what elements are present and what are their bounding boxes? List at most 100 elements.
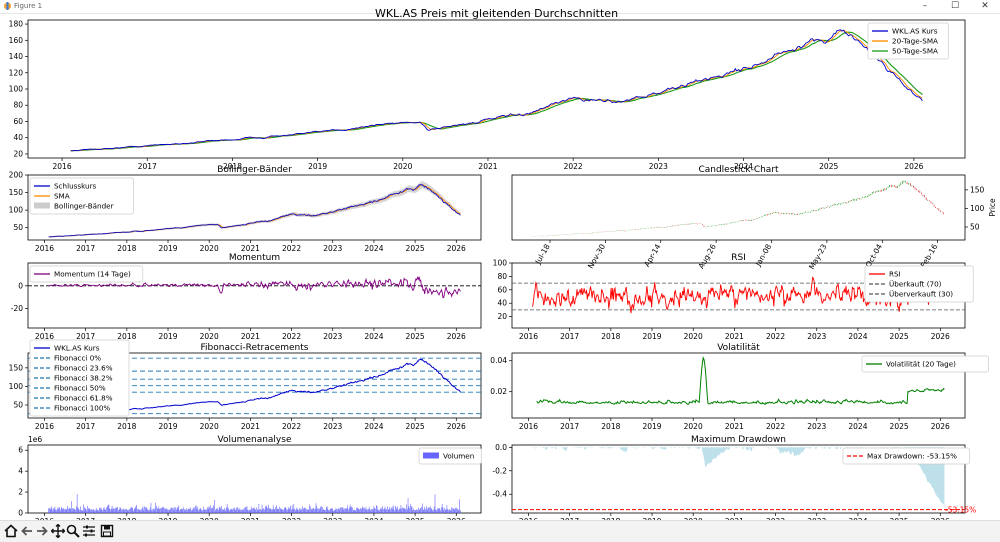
legend-label: Fibonacci 0% xyxy=(54,354,101,363)
y-tick-label: 100 xyxy=(970,204,985,213)
x-tick-label: Jan-08 xyxy=(753,242,773,268)
x-tick-label: 2021 xyxy=(241,422,260,431)
y-tick-label: 80 xyxy=(497,272,507,281)
x-tick-label: 2024 xyxy=(734,162,753,171)
x-tick-label: 2025 xyxy=(406,244,425,253)
chart-title: Volumenanalyse xyxy=(218,435,292,445)
legend-label: Fibonacci 50% xyxy=(54,384,106,393)
x-tick-label: 2023 xyxy=(807,422,826,431)
bollinger-close-line xyxy=(48,184,461,238)
configure-icon[interactable] xyxy=(82,524,96,538)
x-tick-label: 2023 xyxy=(323,332,342,341)
y-tick-label: 100 xyxy=(9,206,24,215)
navigation-toolbar xyxy=(0,520,1000,542)
x-tick-label: 2020 xyxy=(200,244,219,253)
sma20-line xyxy=(70,29,923,152)
x-tick-label: 2018 xyxy=(223,162,242,171)
x-tick-label: 2018 xyxy=(117,244,136,253)
figure-canvas: 2016 2017 2018 2019 2020 2021 2022 2023 2024 2025… xyxy=(9,7,997,520)
y-tick-label: 150 xyxy=(9,188,24,197)
pan-icon[interactable] xyxy=(51,524,65,538)
y-tick-label: 150 xyxy=(9,363,24,372)
x-tick-label: 2025 xyxy=(890,332,909,341)
zoom-icon[interactable] xyxy=(66,524,80,538)
rsi-legend xyxy=(864,265,974,303)
close-button[interactable]: ✕ xyxy=(981,1,989,11)
y-tick-label: 0.02 xyxy=(490,387,507,396)
x-tick-label: 2018 xyxy=(117,517,136,520)
momentum-line xyxy=(48,276,461,299)
x-tick-label: 2020 xyxy=(200,517,219,520)
x-tick-label: 2021 xyxy=(241,517,260,520)
x-tick-label: 2016 xyxy=(519,332,538,341)
volatility-axes xyxy=(511,352,966,419)
chart-title: Candlestick-Chart xyxy=(698,165,779,175)
legend-swatch xyxy=(423,452,439,459)
x-tick-label: 2020 xyxy=(684,332,703,341)
legend-label: WKL.AS Kurs xyxy=(892,27,938,36)
x-tick-label: 2017 xyxy=(76,422,95,431)
price-line xyxy=(70,29,923,152)
chart-title: WKL.AS Preis mit gleitenden Durchschnitt… xyxy=(375,7,618,20)
x-tick-label: 2018 xyxy=(117,332,136,341)
legend-label: Volatilität (20 Tage) xyxy=(886,360,956,369)
x-tick-label: 2019 xyxy=(158,332,177,341)
legend-label: Fibonacci 38.2% xyxy=(54,374,113,383)
forward-icon[interactable] xyxy=(35,524,49,538)
y-tick-label: 20 xyxy=(13,149,23,158)
legend-label: Fibonacci 61.8% xyxy=(54,394,113,403)
x-tick-label: 2026 xyxy=(904,162,923,171)
x-tick-label: 2016 xyxy=(35,517,54,520)
x-tick-label: 2020 xyxy=(684,517,703,520)
legend-label: Volumen xyxy=(443,452,474,461)
home-icon[interactable] xyxy=(4,524,18,538)
legend-label: RSI xyxy=(889,270,901,279)
x-tick-label: 2020 xyxy=(200,422,219,431)
x-tick-label: 2022 xyxy=(282,517,301,520)
minimize-button[interactable]: – xyxy=(922,1,928,11)
x-tick-label: 2026 xyxy=(931,332,950,341)
y-tick-label: 0.0 xyxy=(495,443,507,452)
x-tick-label: 2016 xyxy=(519,517,538,520)
window-titlebar: Figure 1 – ☐ ✕ xyxy=(0,0,1000,14)
x-tick-label: 2019 xyxy=(642,422,661,431)
x-tick-label: 2025 xyxy=(406,332,425,341)
x-tick-label: 2026 xyxy=(931,422,950,431)
y-tick-label: 200 xyxy=(9,171,24,180)
x-tick-label: 2016 xyxy=(35,422,54,431)
x-tick-label: 2020 xyxy=(393,162,412,171)
x-tick-label: 2021 xyxy=(725,422,744,431)
chart-title: Momentum xyxy=(229,253,280,263)
y-tick-label: -0.4 xyxy=(492,490,507,499)
x-tick-label: 2025 xyxy=(890,517,909,520)
y-tick-label: 120 xyxy=(9,68,24,77)
y-tick-label: 60 xyxy=(13,117,23,126)
x-tick-label: 2020 xyxy=(684,422,703,431)
y-tick-label: 180 xyxy=(9,20,24,29)
momentum-axes xyxy=(27,262,482,329)
legend-label: Schlusskurs xyxy=(54,182,97,191)
window-title: Figure 1 xyxy=(14,2,43,10)
fibonacci-legend xyxy=(29,339,130,417)
x-tick-label: 2017 xyxy=(560,422,579,431)
y-tick-label: 100 xyxy=(9,382,24,391)
x-tick-label: 2017 xyxy=(560,332,579,341)
x-tick-label: 2018 xyxy=(601,332,620,341)
x-tick-label: Nov-30 xyxy=(586,242,607,270)
back-icon[interactable] xyxy=(20,524,34,538)
x-tick-label: 2017 xyxy=(76,244,95,253)
chart-title: RSI xyxy=(731,253,746,263)
x-tick-label: 2025 xyxy=(819,162,838,171)
maximize-button[interactable]: ☐ xyxy=(950,1,960,11)
x-tick-label: 2017 xyxy=(76,332,95,341)
x-tick-label: 2021 xyxy=(725,332,744,341)
legend-label: Überkauft (70) xyxy=(889,280,942,289)
save-icon[interactable] xyxy=(100,524,114,538)
x-tick-label: 2023 xyxy=(323,244,342,253)
y-tick-label: 40 xyxy=(497,299,507,308)
y-tick-label: 100 xyxy=(9,85,24,94)
legend-label: 50-Tage-SMA xyxy=(892,47,938,56)
bollinger-axes xyxy=(27,174,482,241)
x-tick-label: 2019 xyxy=(642,332,661,341)
x-tick-label: 2021 xyxy=(241,244,260,253)
